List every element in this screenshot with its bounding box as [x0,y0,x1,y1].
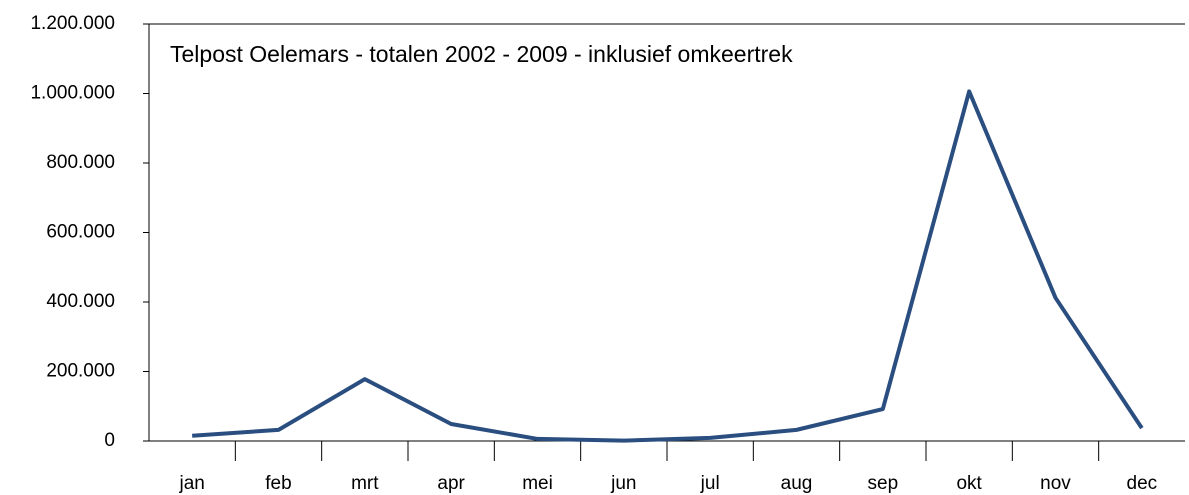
y-tick-label: 0 [104,430,115,451]
x-tick-label: apr [437,473,465,494]
x-tick-label: aug [781,473,813,494]
y-tick-label: 200.000 [46,361,115,382]
x-tick-label: jul [700,473,720,494]
chart-title: Telpost Oelemars - totalen 2002 - 2009 -… [170,41,793,67]
x-tick-label: sep [868,473,899,494]
x-tick-label: mrt [351,473,379,494]
y-tick-label: 1.200.000 [30,13,115,34]
y-tick-label: 800.000 [46,152,115,173]
x-tick-label: okt [956,473,982,494]
y-tick-label: 600.000 [46,222,115,243]
y-tick-label: 1.000.000 [30,83,115,104]
x-tick-label: jun [610,473,636,494]
x-tick-label: jan [178,473,204,494]
line [192,89,1144,443]
y-tick-label: 400.000 [46,291,115,312]
x-tick-label: nov [1040,473,1071,494]
x-tick-label: feb [265,473,291,494]
x-tick-label: dec [1127,473,1158,494]
x-tick-label: mei [522,473,553,494]
